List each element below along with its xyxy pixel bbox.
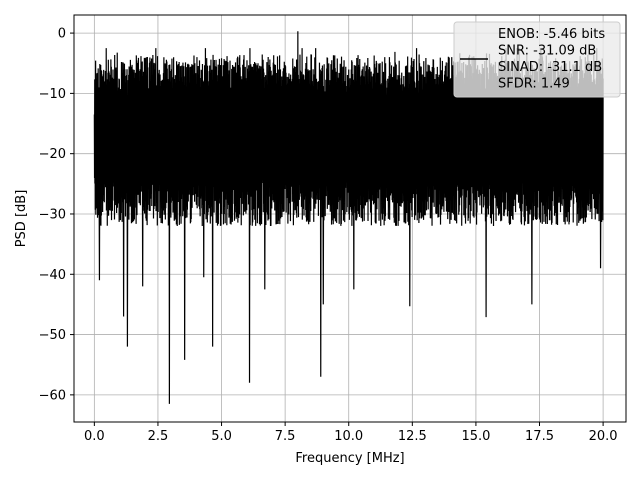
legend-box	[453, 21, 621, 98]
x-axis-label: Frequency [MHz]	[295, 451, 404, 466]
axes: 0.0 2.5 5.0 7.5 10.0 12.5 15.0 17.5 20.0 0 −10 −20 −…	[39, 14, 627, 444]
x-tick-label: 20.0	[589, 429, 618, 444]
x-tick-label: 5.0	[211, 429, 232, 444]
x-tick-label: 0.0	[84, 429, 105, 444]
y-tick-label: −60	[39, 388, 66, 403]
y-tick-label: −10	[39, 87, 66, 102]
legend-entry: ENOB: -5.46 bits	[498, 27, 605, 42]
legend-entry: SINAD: -31.1 dB	[498, 60, 602, 75]
x-tick-label: 17.5	[525, 429, 554, 444]
axes-frame	[73, 14, 627, 423]
y-axis-label: PSD [dB]	[14, 190, 29, 248]
y-tick-label: −50	[39, 328, 66, 343]
x-tick-label: 2.5	[148, 429, 169, 444]
x-tick-label: 7.5	[275, 429, 296, 444]
legend-entry: SNR: -31.09 dB	[498, 44, 596, 59]
x-tick-label: 12.5	[398, 429, 427, 444]
x-tick-label: 15.0	[461, 429, 490, 444]
legend-entry: SFDR: 1.49	[498, 77, 570, 92]
y-tick-label: −30	[39, 207, 66, 222]
y-tick-label: 0	[58, 27, 66, 42]
y-tick-label: −20	[39, 147, 66, 162]
y-tick-label: −40	[39, 268, 66, 283]
x-tick-label: 10.0	[334, 429, 363, 444]
